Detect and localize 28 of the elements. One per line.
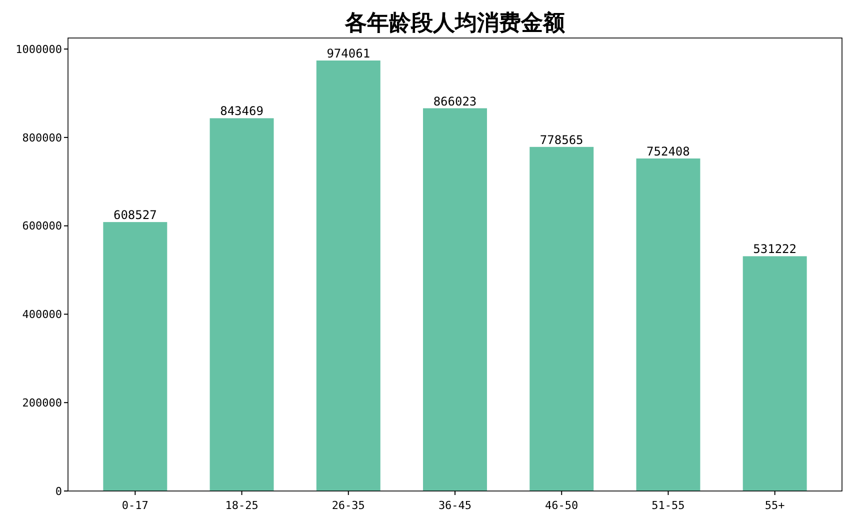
data-label: 843469	[220, 104, 264, 118]
data-label: 866023	[433, 94, 477, 108]
x-tick-label: 0-17	[122, 499, 148, 512]
bar	[530, 146, 594, 491]
bar	[742, 256, 807, 491]
chart-title: 各年龄段人均消费金额	[344, 10, 566, 36]
x-tick-label: 18-25	[225, 499, 258, 512]
y-tick-label: 200000	[22, 396, 62, 410]
bar	[636, 158, 700, 491]
x-tick-label: 26-35	[332, 499, 365, 512]
bar	[103, 222, 168, 491]
data-label: 752408	[646, 144, 690, 158]
data-label: 778565	[540, 132, 584, 147]
y-tick-label: 1000000	[16, 42, 62, 56]
data-label: 974061	[326, 46, 370, 61]
bar	[423, 108, 487, 491]
bar	[316, 60, 380, 491]
data-label: 531222	[753, 242, 797, 256]
y-tick-label: 0	[55, 484, 62, 498]
x-tick-label: 51-55	[652, 499, 685, 512]
bar	[210, 118, 274, 491]
data-label: 608527	[113, 208, 157, 222]
y-tick-label: 600000	[22, 220, 62, 233]
y-tick-label: 800000	[22, 131, 62, 144]
y-tick-label: 400000	[22, 308, 62, 322]
x-tick-label: 36-45	[438, 499, 472, 512]
x-tick-label: 55+	[764, 499, 786, 512]
x-tick-label: 46-50	[545, 499, 578, 512]
